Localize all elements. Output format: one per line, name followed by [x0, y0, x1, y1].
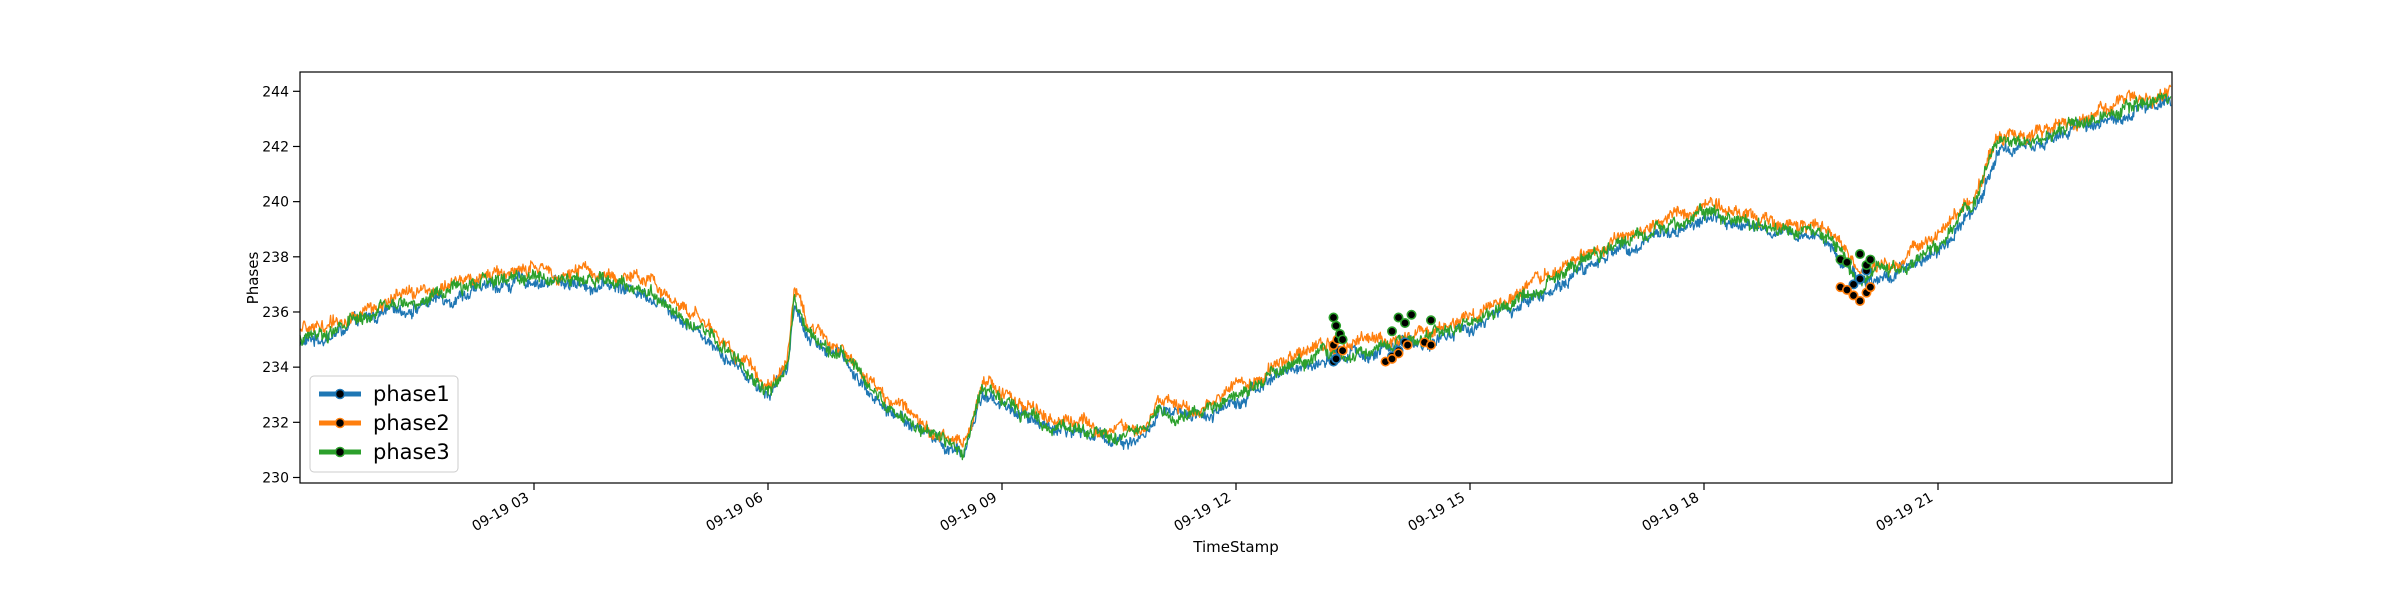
anomaly-point-phase3: [1865, 254, 1876, 265]
anomaly-point-phase2: [1842, 284, 1853, 295]
anomaly-point-phase2: [1426, 340, 1437, 351]
y-tick-label: 244: [262, 84, 289, 100]
anomaly-point-phase2: [1393, 348, 1404, 359]
legend: phase1 phase2 phase3: [309, 375, 459, 473]
anomaly-point-phase2: [1855, 295, 1866, 306]
legend-marker-phase3: [334, 446, 346, 458]
y-tick-label: 232: [262, 415, 289, 431]
legend-marker-phase2: [334, 417, 346, 429]
legend-label-phase1: phase1: [373, 382, 450, 406]
anomaly-point-phase1: [1855, 273, 1866, 284]
x-axis: 09-19 03 09-19 06 09-19 09 09-19 12 09-19 15…: [469, 483, 1939, 535]
legend-label-phase2: phase2: [373, 411, 450, 435]
anomaly-point-phase1: [1848, 279, 1859, 290]
series-line-phase2: [299, 84, 2172, 448]
anomaly-point-phase3: [1855, 249, 1866, 260]
anomaly-layer: [1328, 249, 1876, 367]
anomaly-point-phase3: [1406, 309, 1417, 320]
y-tick-label: 236: [262, 305, 289, 321]
anomaly-point-phase3: [1331, 320, 1342, 331]
series-layer: [299, 84, 2172, 461]
anomaly-point-phase3: [1337, 334, 1348, 345]
x-axis-label: TimeStamp: [1192, 538, 1278, 556]
anomaly-point-phase1: [1331, 353, 1342, 364]
x-tick-label: 09-19 21: [1873, 490, 1936, 535]
x-tick-label: 09-19 06: [703, 490, 766, 535]
x-tick-label: 09-19 15: [1405, 490, 1468, 535]
y-tick-label: 230: [262, 470, 289, 486]
anomaly-point-phase2: [1387, 353, 1398, 364]
anomaly-point-phase3: [1328, 312, 1339, 323]
anomaly-point-phase3: [1842, 257, 1853, 268]
legend-marker-phase1: [334, 388, 346, 400]
y-axis: 230 232 234 236 238 240 242 244: [262, 84, 300, 486]
x-tick-label: 09-19 18: [1639, 490, 1702, 535]
anomaly-point-phase3: [1393, 312, 1404, 323]
anomaly-point-phase3: [1387, 326, 1398, 337]
anomaly-point-phase2: [1402, 340, 1413, 351]
legend-label-phase3: phase3: [373, 440, 450, 464]
anomaly-point-phase2: [1848, 290, 1859, 301]
y-tick-label: 242: [262, 139, 289, 155]
y-tick-label: 238: [262, 250, 289, 266]
anomaly-point-phase2: [1337, 345, 1348, 356]
series-line-phase1: [299, 94, 2172, 458]
y-axis-label: Phases: [244, 252, 262, 305]
legend-box: [309, 375, 459, 473]
x-tick-label: 09-19 12: [1171, 490, 1234, 535]
anomaly-point-phase3: [1426, 315, 1437, 326]
x-tick-label: 09-19 09: [937, 490, 1000, 535]
y-tick-label: 240: [262, 195, 289, 211]
x-tick-label: 09-19 03: [469, 490, 532, 535]
y-tick-label: 234: [262, 360, 289, 376]
anomaly-point-phase2: [1865, 282, 1876, 293]
anomaly-point-phase3: [1400, 318, 1411, 329]
